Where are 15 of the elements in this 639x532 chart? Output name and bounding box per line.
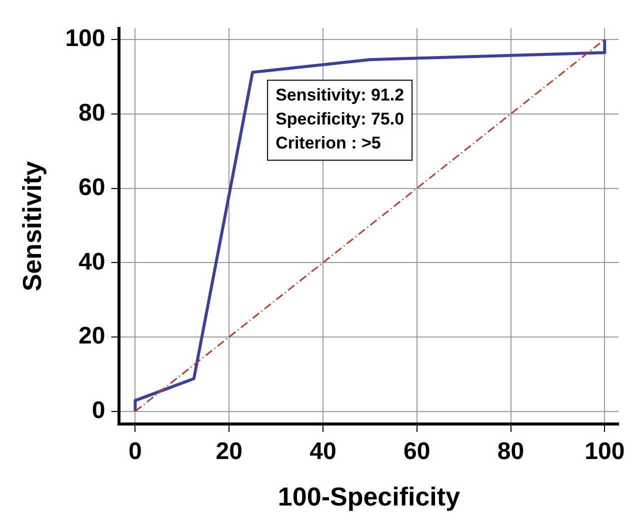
annotation: Sensitivity: 91.2 Specificity: 75.0 Criterion : >5 xyxy=(276,85,404,152)
y-tick-label: 40 xyxy=(78,248,106,276)
y-tick-label: 100 xyxy=(65,25,106,52)
y-tick-label: 60 xyxy=(78,174,106,201)
x-tick-label: 20 xyxy=(216,438,242,466)
y-axis-title: Sensitivity xyxy=(16,160,47,292)
x-tick-label: 100 xyxy=(584,438,625,466)
x-tick-label: 40 xyxy=(310,438,336,466)
x-tick-label: 60 xyxy=(404,438,430,466)
y-tick-label: 80 xyxy=(78,100,106,127)
x-axis-title: 100-Specificity xyxy=(278,482,461,512)
x-tick-label: 0 xyxy=(128,438,142,466)
y-tick-label: 0 xyxy=(92,396,106,424)
x-tick-label: 80 xyxy=(497,438,524,466)
y-tick-label: 20 xyxy=(78,322,106,350)
